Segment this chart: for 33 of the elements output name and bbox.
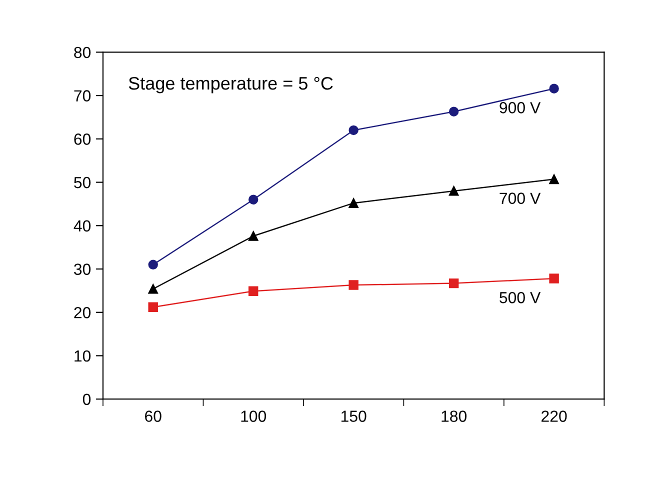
point — [448, 186, 459, 196]
annotation: Stage temperature = 5 °C — [128, 76, 333, 94]
y-tick-label: 60 — [74, 134, 91, 145]
point — [148, 284, 158, 294]
point — [348, 125, 358, 136]
point — [248, 286, 258, 296]
point — [248, 231, 258, 241]
x-tick-label: 180 — [442, 410, 467, 422]
y-tick-label: 40 — [74, 220, 91, 232]
point — [148, 302, 158, 312]
series-label: 700 V — [500, 192, 541, 204]
point — [549, 274, 559, 284]
x-tick-label: 100 — [241, 410, 266, 422]
y-tick-label: 30 — [74, 264, 91, 275]
point — [549, 84, 559, 94]
point — [448, 106, 459, 116]
y-tick-label: 50 — [74, 176, 91, 188]
x-tick-label: 220 — [542, 410, 567, 422]
y-tick-label: 80 — [74, 46, 91, 58]
y-tick-label: 20 — [74, 307, 91, 318]
y-tick-label: 0 — [82, 394, 91, 406]
point — [448, 278, 459, 288]
point — [248, 194, 258, 204]
y-tick-label: 70 — [74, 90, 91, 102]
point — [148, 260, 158, 270]
point — [348, 280, 358, 290]
x-tick-label: 60 — [145, 410, 162, 422]
point — [348, 198, 358, 208]
series-label: 500 V — [500, 292, 541, 304]
x-tick-label: 150 — [341, 410, 366, 422]
y-tick-label: 10 — [74, 350, 91, 362]
series-label: 900 V — [500, 102, 541, 114]
point — [549, 174, 559, 184]
